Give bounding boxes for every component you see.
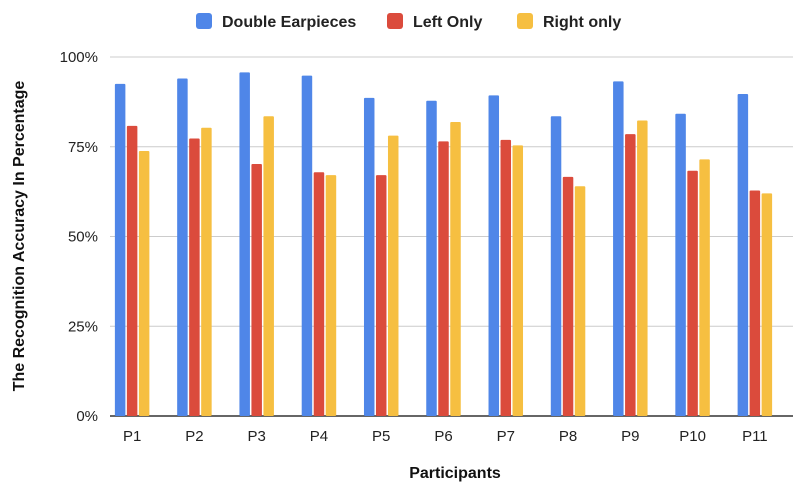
bar-p1-series-0 [114,83,126,417]
y-tick-label: 0% [76,408,98,425]
x-tick-label: P4 [310,428,328,445]
legend-swatch [387,13,403,29]
bar-p2-series-2 [201,127,212,417]
bar-p8-series-0 [550,116,562,417]
bar-p5-series-2 [387,135,399,416]
x-tick-label: P11 [742,428,768,445]
x-tick-label: P8 [559,428,577,445]
bar-p8-series-2 [574,186,586,416]
bar-p7-series-1 [500,139,512,416]
bar-p9-series-0 [613,81,624,417]
bar-p11-series-1 [749,190,761,416]
x-tick-label: P9 [621,428,639,445]
x-axis-title: Participants [409,465,501,482]
bar-p10-series-0 [675,113,686,417]
bar-p11-series-2 [761,193,773,416]
y-tick-label: 100% [60,49,98,66]
legend-label: Right only [543,14,621,31]
bar-p2-series-1 [189,138,200,417]
x-tick-label: P2 [185,428,203,445]
bar-p3-series-2 [263,116,274,417]
bar-p2-series-0 [177,78,188,416]
y-axis-title: The Recognition Accuracy In Percentage [11,81,28,392]
bar-p10-series-2 [699,159,710,416]
bar-p1-series-1 [126,125,138,416]
legend-label: Double Earpieces [222,14,356,31]
y-axis-ticks: 0% 25% 50% 75% 100% [60,49,98,425]
legend: Double Earpieces Left Only Right only [196,13,621,31]
bar-p3-series-0 [239,72,250,416]
bar-p5-series-0 [363,97,375,417]
bar-p10-series-1 [687,170,698,416]
legend-swatch [196,13,212,29]
bar-p4-series-0 [301,75,313,416]
x-axis-ticks: P1 P2 P3 P4 P5 P6 P7 P8 P9 P10 P11 [123,428,768,445]
legend-label: Left Only [413,14,482,31]
bars [114,72,773,417]
x-tick-label: P5 [372,428,390,445]
legend-swatch [517,13,533,29]
x-tick-label: P10 [679,428,706,445]
bar-p7-series-2 [512,145,524,416]
bar-p4-series-1 [313,172,325,416]
bar-p7-series-0 [488,95,500,417]
y-tick-label: 25% [68,318,98,335]
bar-p9-series-1 [625,134,636,416]
x-tick-label: P1 [123,428,141,445]
x-tick-label: P7 [497,428,515,445]
bar-p4-series-2 [325,175,337,416]
bar-p6-series-0 [426,100,437,416]
x-tick-label: P6 [434,428,452,445]
y-tick-label: 50% [68,229,98,246]
bar-p9-series-2 [637,120,648,416]
bar-p6-series-2 [450,121,461,416]
bar-p5-series-1 [375,175,387,416]
x-tick-label: P3 [248,428,266,445]
bar-p6-series-1 [438,141,449,417]
bar-p11-series-0 [737,93,749,417]
bar-p3-series-1 [251,163,262,416]
bar-p1-series-2 [138,151,150,417]
bar-p8-series-1 [562,176,574,416]
y-tick-label: 75% [68,139,98,156]
